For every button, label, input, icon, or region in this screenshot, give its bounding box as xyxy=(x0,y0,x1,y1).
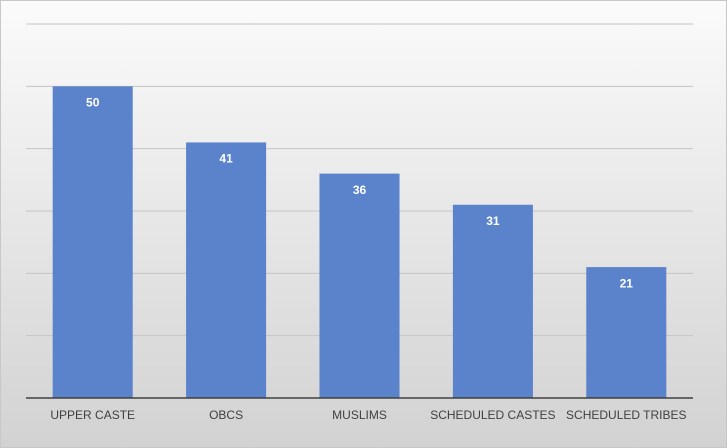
x-tick-label: OBCS xyxy=(209,408,243,422)
bar xyxy=(52,86,133,398)
bar xyxy=(586,267,667,398)
bar xyxy=(319,173,400,398)
data-label: 36 xyxy=(353,183,367,197)
x-tick-label: SCHEDULED CASTES xyxy=(430,408,555,422)
data-label: 50 xyxy=(86,96,100,110)
data-label: 21 xyxy=(620,276,634,290)
bar xyxy=(186,142,267,398)
bar xyxy=(452,204,533,398)
x-tick-label: SCHEDULED TRIBES xyxy=(566,408,686,422)
x-tick-label: MUSLIMS xyxy=(332,408,387,422)
data-label: 41 xyxy=(219,152,233,166)
data-label: 31 xyxy=(486,214,500,228)
x-tick-label: UPPER CASTE xyxy=(50,408,135,422)
